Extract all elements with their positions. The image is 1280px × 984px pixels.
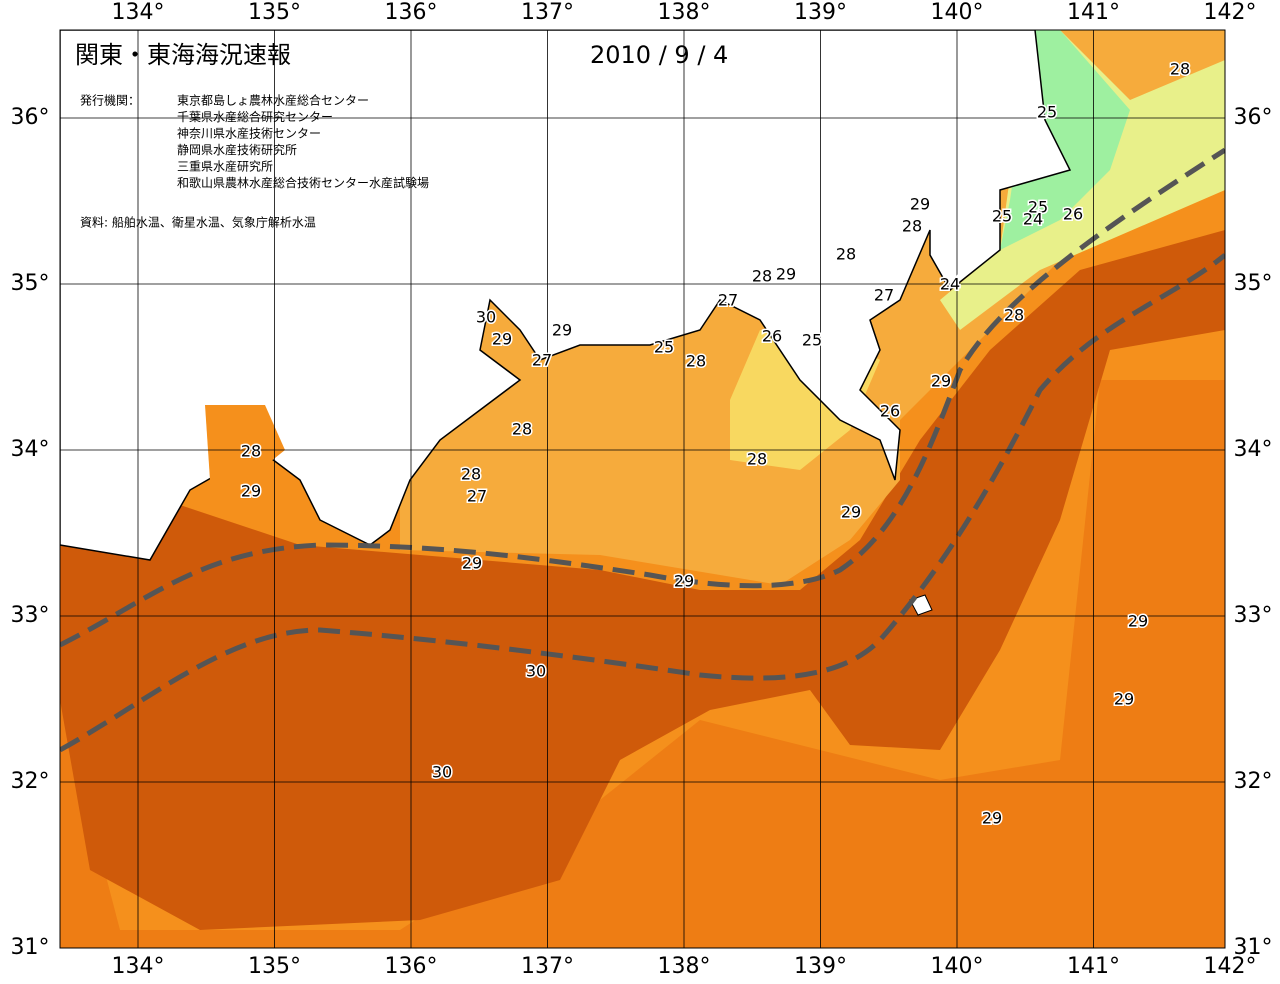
contour-label: 29: [982, 809, 1002, 828]
lon-label: 134°: [112, 954, 165, 979]
lon-label: 141°: [1067, 0, 1120, 25]
contour-label: 25: [992, 207, 1012, 226]
contour-label: 29: [841, 503, 861, 522]
agency: 和歌山県農林水産総合技術センター水産試験場: [177, 175, 429, 190]
agency: 東京都島しょ農林水産総合センター: [177, 93, 369, 108]
lon-label: 140°: [931, 0, 984, 25]
contour-label: 30: [432, 763, 452, 782]
lat-label: 32°: [11, 769, 50, 794]
contour-label: 29: [931, 372, 951, 391]
lon-label: 141°: [1067, 954, 1120, 979]
kuroshio-axis: [60, 147, 1225, 753]
agency: 千葉県水産総合研究センター: [177, 109, 333, 124]
contour-label: 28: [1170, 60, 1190, 79]
lat-label: 32°: [1234, 769, 1273, 794]
lon-label: 137°: [521, 0, 574, 25]
contour-label: 28: [241, 442, 261, 461]
contour-label: 30: [476, 308, 496, 327]
lat-label: 34°: [11, 437, 50, 462]
contour-label: 24: [940, 275, 960, 294]
lon-label: 142°: [1204, 0, 1257, 25]
contour-label: 27: [718, 291, 738, 310]
contour-label: 28: [512, 420, 532, 439]
lon-label: 135°: [248, 0, 301, 25]
contour-label: 29: [1128, 612, 1148, 631]
lon-label: 139°: [794, 0, 847, 25]
agencies-label: 発行機関：: [80, 93, 140, 108]
contour-label: 29: [910, 195, 930, 214]
title: 関東・東海海況速報: [75, 41, 291, 69]
lat-label: 34°: [1234, 437, 1273, 462]
contour-label: 24: [1023, 210, 1043, 229]
contour-label: 29: [492, 330, 512, 349]
contour-label: 29: [552, 321, 572, 340]
contour-label: 25: [802, 331, 822, 350]
contour-label: 28: [1004, 306, 1024, 325]
lat-label: 33°: [1234, 603, 1273, 628]
lon-label: 135°: [248, 954, 301, 979]
lon-label: 136°: [385, 0, 438, 25]
lon-label: 138°: [658, 0, 711, 25]
contour-label: 26: [762, 327, 782, 346]
contour-label: 29: [674, 572, 694, 591]
frame: [59, 29, 1226, 949]
contour-label: 26: [1063, 205, 1083, 224]
lon-label: 138°: [658, 954, 711, 979]
contour-label: 27: [874, 286, 894, 305]
lon-label: 137°: [521, 954, 574, 979]
contour-label: 30: [526, 662, 546, 681]
ticks: 134° 134° 135° 135° 136° 136° 137° 137° 138° 138°…: [11, 0, 1273, 979]
contour-label: 25: [654, 338, 674, 357]
warm-zone: [60, 380, 1225, 948]
contour-label: 28: [836, 245, 856, 264]
lon-label: 140°: [931, 954, 984, 979]
contour-label: 26: [880, 402, 900, 421]
lon-label: 142°: [1204, 954, 1257, 979]
lon-label: 136°: [385, 954, 438, 979]
contour-label: 27: [532, 351, 552, 370]
lat-label: 36°: [1234, 105, 1273, 130]
contour-label: 29: [241, 482, 261, 501]
agency: 神奈川県水産技術センター: [177, 126, 321, 141]
graticule: [60, 30, 1225, 948]
land: [60, 30, 1072, 561]
lon-label: 139°: [794, 954, 847, 979]
kuroshio-south: [60, 253, 1225, 753]
contour-label: 29: [776, 265, 796, 284]
lat-label: 35°: [11, 271, 50, 296]
date: 2010 / 9 / 4: [590, 41, 728, 69]
lat-label: 31°: [1234, 935, 1273, 960]
contour-label: 25: [1037, 103, 1057, 122]
agency: 三重県水産研究所: [177, 159, 273, 174]
lon-label: 134°: [112, 0, 165, 25]
contour-label: 29: [1114, 690, 1134, 709]
contour-label: 28: [752, 267, 772, 286]
lat-label: 31°: [11, 935, 50, 960]
contour-label: 27: [467, 487, 487, 506]
contour-label: 28: [747, 450, 767, 469]
contour-label: 28: [902, 217, 922, 236]
peninsula-water: [205, 405, 285, 480]
lat-label: 36°: [11, 105, 50, 130]
warmest-zone: [60, 230, 1225, 930]
lat-label: 35°: [1234, 271, 1273, 296]
lat-label: 33°: [11, 603, 50, 628]
contour-label: 28: [686, 352, 706, 371]
agency: 静岡県水産技術研究所: [177, 142, 297, 157]
contour-label: 25: [1028, 198, 1048, 217]
source: 資料: 船舶水温、衛星水温、気象庁解析水温: [80, 215, 316, 230]
contour-label: 29: [462, 554, 482, 573]
contour-label: 28: [461, 465, 481, 484]
kuroshio-north: [60, 147, 1225, 648]
